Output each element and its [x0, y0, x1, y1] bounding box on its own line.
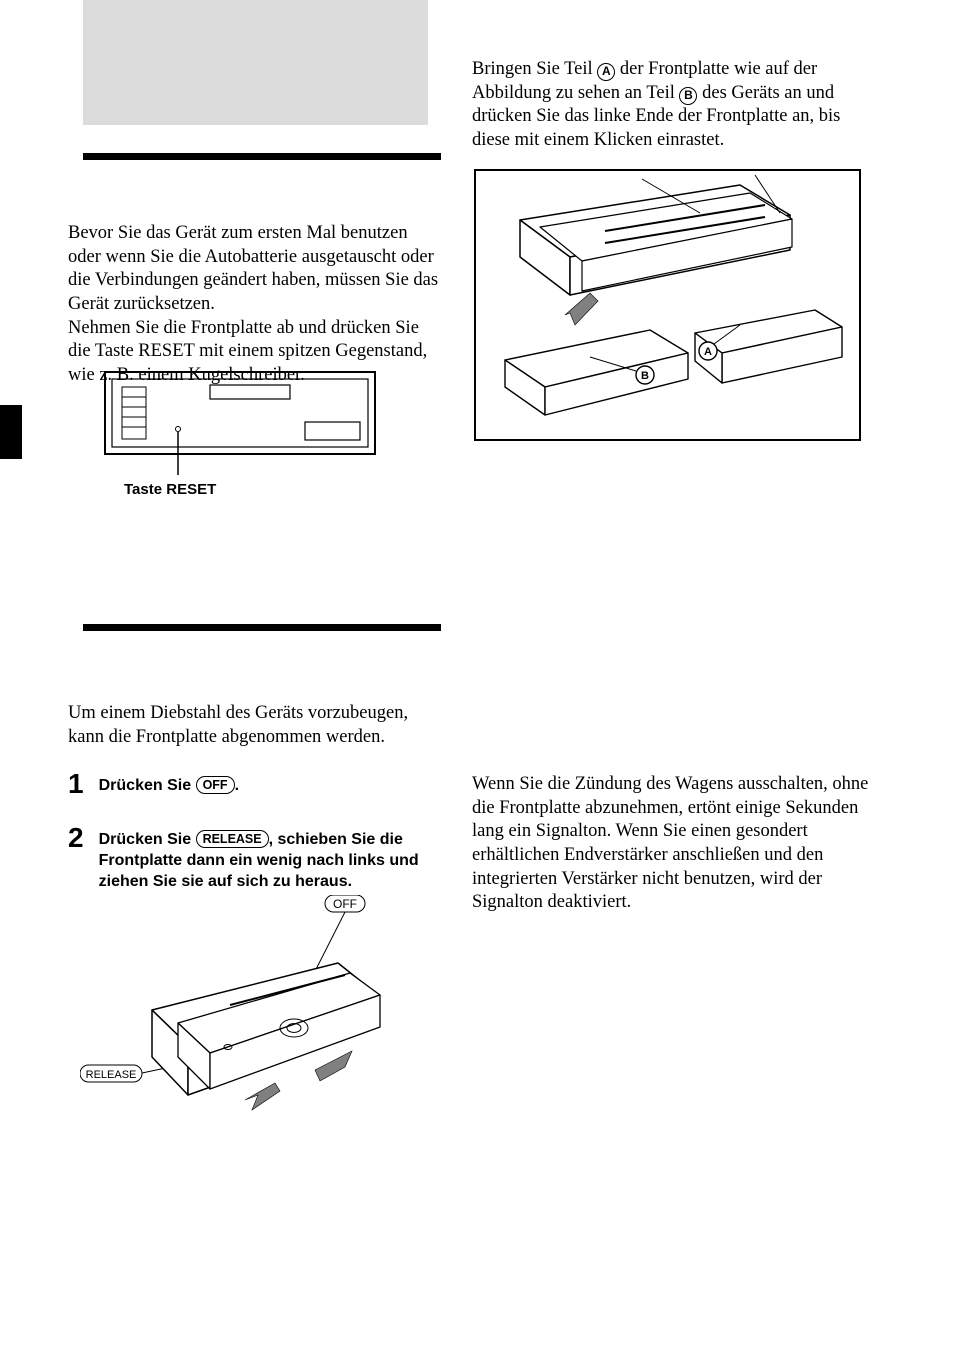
step-2-number: 2: [68, 824, 94, 852]
fig-circled-b: B: [641, 370, 649, 382]
remove-figure: OFF RELEASE: [80, 895, 385, 1120]
theft-paragraph: Um einem Diebstahl des Geräts vorzubeuge…: [68, 702, 444, 749]
attach-paragraph: Bringen Sie Teil A der Frontplatte wie a…: [472, 58, 872, 153]
fig-circled-a: A: [704, 346, 712, 358]
header-placeholder: [83, 0, 428, 125]
circled-a-inline: A: [597, 63, 615, 81]
step-1-text: Drücken Sie OFF.: [99, 770, 439, 797]
step-1-number: 1: [68, 770, 94, 798]
off-button-label: OFF: [196, 776, 235, 794]
circled-b-inline: B: [679, 87, 697, 105]
step-1: 1 Drücken Sie OFF.: [68, 770, 448, 798]
attach-figure: B A: [470, 165, 865, 445]
attach-pre: Bringen Sie Teil: [472, 59, 597, 79]
reset-paragraph: Bevor Sie das Gerät zum ersten Mal benut…: [68, 222, 444, 388]
step-1-post: .: [235, 777, 239, 794]
step-2-text: Drücken Sie RELEASE, schieben Sie die Fr…: [99, 824, 439, 892]
fig-off-label: OFF: [333, 897, 357, 911]
reset-figure: [100, 367, 400, 477]
reset-caption: Taste RESET: [124, 480, 216, 499]
alarm-paragraph: Wenn Sie die Zündung des Wagens ausschal…: [472, 773, 872, 915]
step-1-pre: Drücken Sie: [99, 777, 196, 794]
section-rule-detach: [83, 624, 441, 631]
fig-release-label: RELEASE: [86, 1069, 137, 1081]
side-tab: [0, 405, 22, 459]
step-2-pre: Drücken Sie: [99, 831, 196, 848]
page: Bevor Sie das Gerät zum ersten Mal benut…: [0, 0, 954, 1352]
release-button-label: RELEASE: [196, 830, 269, 848]
section-rule-reset: [83, 153, 441, 160]
step-2: 2 Drücken Sie RELEASE, schieben Sie die …: [68, 824, 448, 892]
